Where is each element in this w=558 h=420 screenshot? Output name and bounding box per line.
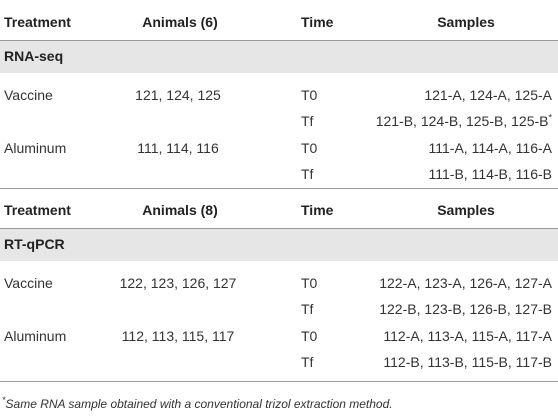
table-cell: 121, 124, 125 xyxy=(135,87,221,103)
table-cell: T0 xyxy=(301,139,318,156)
table-cell: 122-B, 123-B, 126-B, 127-B xyxy=(379,301,552,318)
table-cell: Aluminum xyxy=(4,139,67,156)
table-cell: T0 xyxy=(301,275,318,291)
header-rule xyxy=(0,228,558,229)
section-band xyxy=(0,41,558,73)
section-band xyxy=(0,229,558,261)
column-header: Animals (6) xyxy=(142,14,218,30)
section-label: RT-qPCR xyxy=(4,236,65,252)
column-header: Samples xyxy=(437,14,495,30)
table-cell: 111, 114, 116 xyxy=(137,139,219,156)
footnote: *Same RNA sample obtained with a convent… xyxy=(2,395,393,412)
column-header: Samples xyxy=(437,202,495,218)
note-mark: * xyxy=(548,112,552,123)
column-header: Treatment xyxy=(4,202,71,218)
table-cell: 112-A, 113-A, 115-A, 117-A xyxy=(383,327,552,344)
footnote-text: Same RNA sample obtained with a conventi… xyxy=(5,397,393,411)
table-cell: 111-A, 114-A, 116-A xyxy=(428,139,552,156)
header-rule xyxy=(0,40,558,41)
section-label: RNA-seq xyxy=(4,48,64,64)
table-cell: 111-B, 114-B, 116-B xyxy=(428,165,552,182)
footnote-mark: * xyxy=(2,395,6,405)
table-cell: Vaccine xyxy=(4,87,53,103)
table-cell: 112-B, 113-B, 115-B, 117-B xyxy=(383,353,552,370)
table-cell: 122-A, 123-A, 126-A, 127-A xyxy=(379,275,552,291)
table-cell: Vaccine xyxy=(4,275,53,291)
column-header: Treatment xyxy=(4,14,71,30)
table-cell: 121-B, 124-B, 125-B, 125-B* xyxy=(375,112,552,130)
column-header: Time xyxy=(301,202,334,218)
table-cell: Tf xyxy=(301,165,314,182)
column-header: Animals (8) xyxy=(142,202,218,218)
table-cell: 112, 113, 115, 117 xyxy=(121,327,235,344)
table-cell: T0 xyxy=(301,327,318,344)
column-header: Time xyxy=(301,14,334,30)
table-cell: Tf xyxy=(301,353,314,370)
section-rule xyxy=(0,381,558,382)
table-cell: 121-A, 124-A, 125-A xyxy=(424,87,552,103)
table-cell: Tf xyxy=(301,113,314,130)
table-cell: Aluminum xyxy=(4,327,67,344)
table-cell: Tf xyxy=(301,301,314,318)
table-cell: T0 xyxy=(301,87,318,103)
section-rule xyxy=(0,188,558,189)
table-cell: 122, 123, 126, 127 xyxy=(119,275,237,291)
